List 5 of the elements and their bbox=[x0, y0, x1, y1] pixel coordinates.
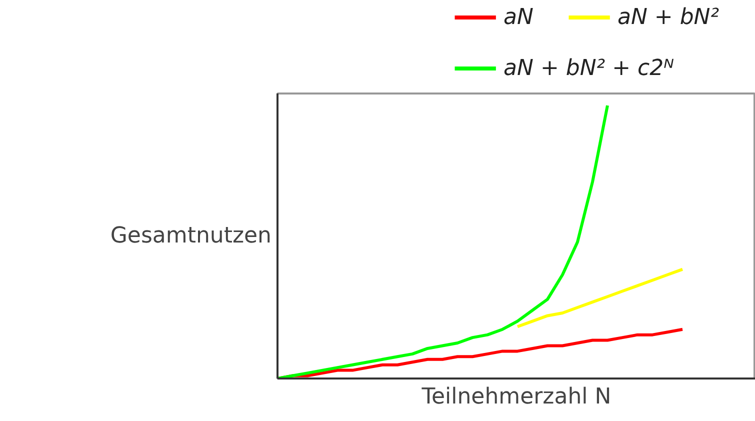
legend-label: aN + bN² bbox=[617, 5, 720, 30]
legend-label: aN bbox=[504, 5, 534, 30]
legend-label: aN + bN² + c2ᴺ bbox=[504, 56, 674, 81]
y-axis-title: Gesamtnutzen bbox=[110, 224, 272, 248]
x-axis-title: Teilnehmerzahl N bbox=[420, 384, 612, 410]
